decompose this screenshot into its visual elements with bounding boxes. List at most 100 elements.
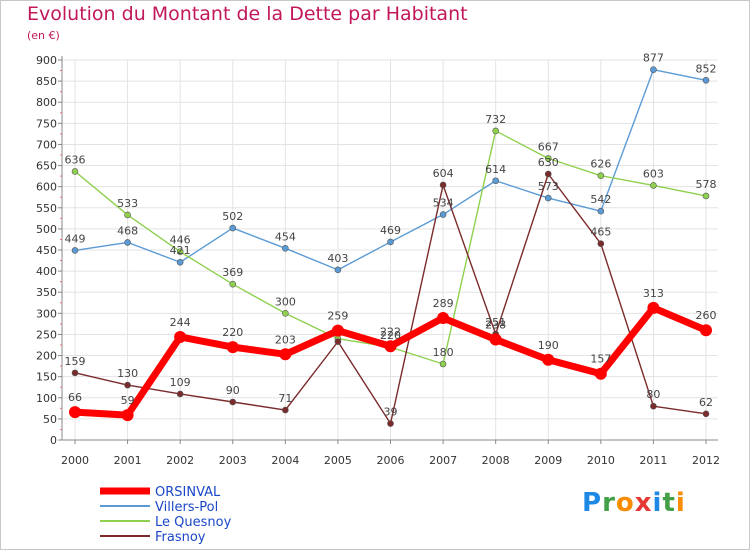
data-point-orsinval: [647, 301, 660, 314]
chart-title: Evolution du Montant de la Dette par Hab…: [27, 3, 468, 25]
data-label-frasnoy: 71: [278, 392, 292, 405]
y-tick-label: 250: [36, 328, 57, 341]
data-point-villers-pol: [176, 258, 184, 266]
data-label-le-quesnoy: 369: [222, 266, 243, 279]
y-tick-label: 100: [36, 392, 57, 405]
data-label-frasnoy: 130: [117, 367, 138, 380]
legend-label-le-quesnoy: Le Quesnoy: [155, 515, 232, 530]
data-point-villers-pol: [71, 247, 79, 254]
data-point-frasnoy: [282, 406, 289, 414]
legend-label-orsinval: ORSINVAL: [155, 485, 221, 500]
data-point-le-quesnoy: [124, 211, 131, 219]
y-tick-label: 550: [36, 202, 57, 215]
data-label-orsinval: 289: [433, 297, 454, 310]
data-point-villers-pol: [544, 194, 552, 202]
y-tick-label: 450: [36, 244, 57, 257]
data-point-le-quesnoy: [650, 182, 657, 189]
y-tick-label: 900: [36, 54, 57, 67]
data-point-villers-pol: [334, 266, 342, 274]
data-point-frasnoy: [334, 338, 342, 345]
data-point-villers-pol: [124, 239, 131, 246]
data-point-frasnoy: [544, 170, 552, 178]
data-label-villers-pol: 877: [643, 52, 664, 65]
data-point-orsinval: [69, 406, 81, 419]
data-label-villers-pol: 614: [485, 163, 506, 176]
data-label-le-quesnoy: 180: [433, 346, 454, 359]
data-point-le-quesnoy: [71, 168, 79, 175]
x-tick-label: 2003: [219, 454, 247, 467]
y-tick-label: 700: [36, 138, 57, 151]
data-point-orsinval: [384, 340, 397, 353]
y-tick-label: 650: [36, 160, 57, 173]
data-point-villers-pol: [387, 238, 394, 246]
x-tick-label: 2012: [692, 454, 720, 467]
y-tick-label: 150: [36, 371, 57, 384]
y-tick-label: 850: [36, 75, 57, 88]
data-label-villers-pol: 421: [170, 244, 191, 257]
data-label-le-quesnoy: 626: [590, 158, 611, 171]
data-label-le-quesnoy: 300: [275, 295, 296, 308]
y-axis-ticks: 0 50 100 150 200 250 300 350 400 450 500 550 600 650 7…: [36, 54, 62, 447]
x-tick-label: 2008: [482, 454, 510, 467]
data-point-frasnoy: [439, 181, 447, 189]
data-label-le-quesnoy: 446: [170, 234, 191, 247]
data-point-orsinval: [226, 341, 239, 354]
data-label-frasnoy: 80: [646, 388, 660, 401]
x-tick-label: 2006: [377, 454, 405, 467]
data-label-le-quesnoy: 220: [380, 329, 401, 342]
chart-subtitle: (en €): [27, 29, 60, 42]
data-label-frasnoy: 90: [226, 384, 240, 397]
data-labels: 449 468 421 502 454 403 469 534 614 573 542 877 852 6…: [65, 52, 717, 419]
y-tick-label: 300: [36, 307, 57, 320]
x-tick-label: 2002: [166, 454, 194, 467]
data-point-villers-pol: [229, 224, 237, 232]
data-label-villers-pol: 534: [433, 197, 454, 210]
series-layer: [69, 66, 712, 427]
data-label-frasnoy: 604: [433, 167, 454, 180]
data-point-orsinval: [700, 324, 712, 337]
data-label-orsinval: 244: [170, 316, 191, 329]
data-point-le-quesnoy: [492, 127, 499, 135]
y-tick-label: 750: [36, 117, 57, 130]
data-point-frasnoy: [387, 420, 394, 427]
data-point-orsinval: [331, 324, 344, 337]
data-label-le-quesnoy: 533: [117, 197, 138, 210]
data-label-villers-pol: 454: [275, 230, 296, 243]
data-label-orsinval: 222: [380, 325, 401, 338]
y-tick-label: 500: [36, 223, 57, 236]
data-label-villers-pol: 542: [590, 193, 611, 206]
data-point-frasnoy: [71, 369, 79, 377]
data-label-villers-pol: 573: [538, 180, 559, 193]
data-point-orsinval: [121, 409, 134, 422]
data-point-le-quesnoy: [702, 192, 710, 200]
series-villers-pol: [71, 66, 710, 274]
data-point-orsinval: [489, 333, 502, 346]
x-tick-label: 2001: [114, 454, 142, 467]
data-label-frasnoy: 159: [65, 355, 86, 368]
data-point-orsinval: [594, 367, 607, 380]
data-label-orsinval: 259: [327, 310, 348, 323]
x-tick-label: 2005: [324, 454, 352, 467]
data-label-villers-pol: 852: [696, 62, 717, 75]
data-label-frasnoy: 109: [170, 376, 191, 389]
data-label-orsinval: 203: [275, 333, 296, 346]
data-label-villers-pol: 449: [65, 232, 86, 245]
data-point-villers-pol: [597, 207, 605, 215]
data-label-orsinval: 260: [696, 309, 717, 322]
proxiti-logo: Proxiti: [582, 488, 686, 518]
y-tick-label: 800: [36, 96, 57, 109]
data-label-orsinval: 238: [485, 319, 506, 332]
data-point-le-quesnoy: [176, 248, 184, 255]
legend-label-villers-pol: Villers-Pol: [155, 500, 218, 515]
data-label-frasnoy: 39: [384, 406, 398, 419]
y-tick-label: 0: [50, 434, 57, 447]
data-label-le-quesnoy: 603: [643, 167, 664, 180]
data-label-frasnoy: 62: [699, 396, 713, 409]
data-point-le-quesnoy: [544, 155, 552, 162]
data-label-le-quesnoy: 732: [485, 113, 506, 126]
data-point-villers-pol: [492, 177, 499, 185]
data-label-villers-pol: 468: [117, 224, 138, 237]
